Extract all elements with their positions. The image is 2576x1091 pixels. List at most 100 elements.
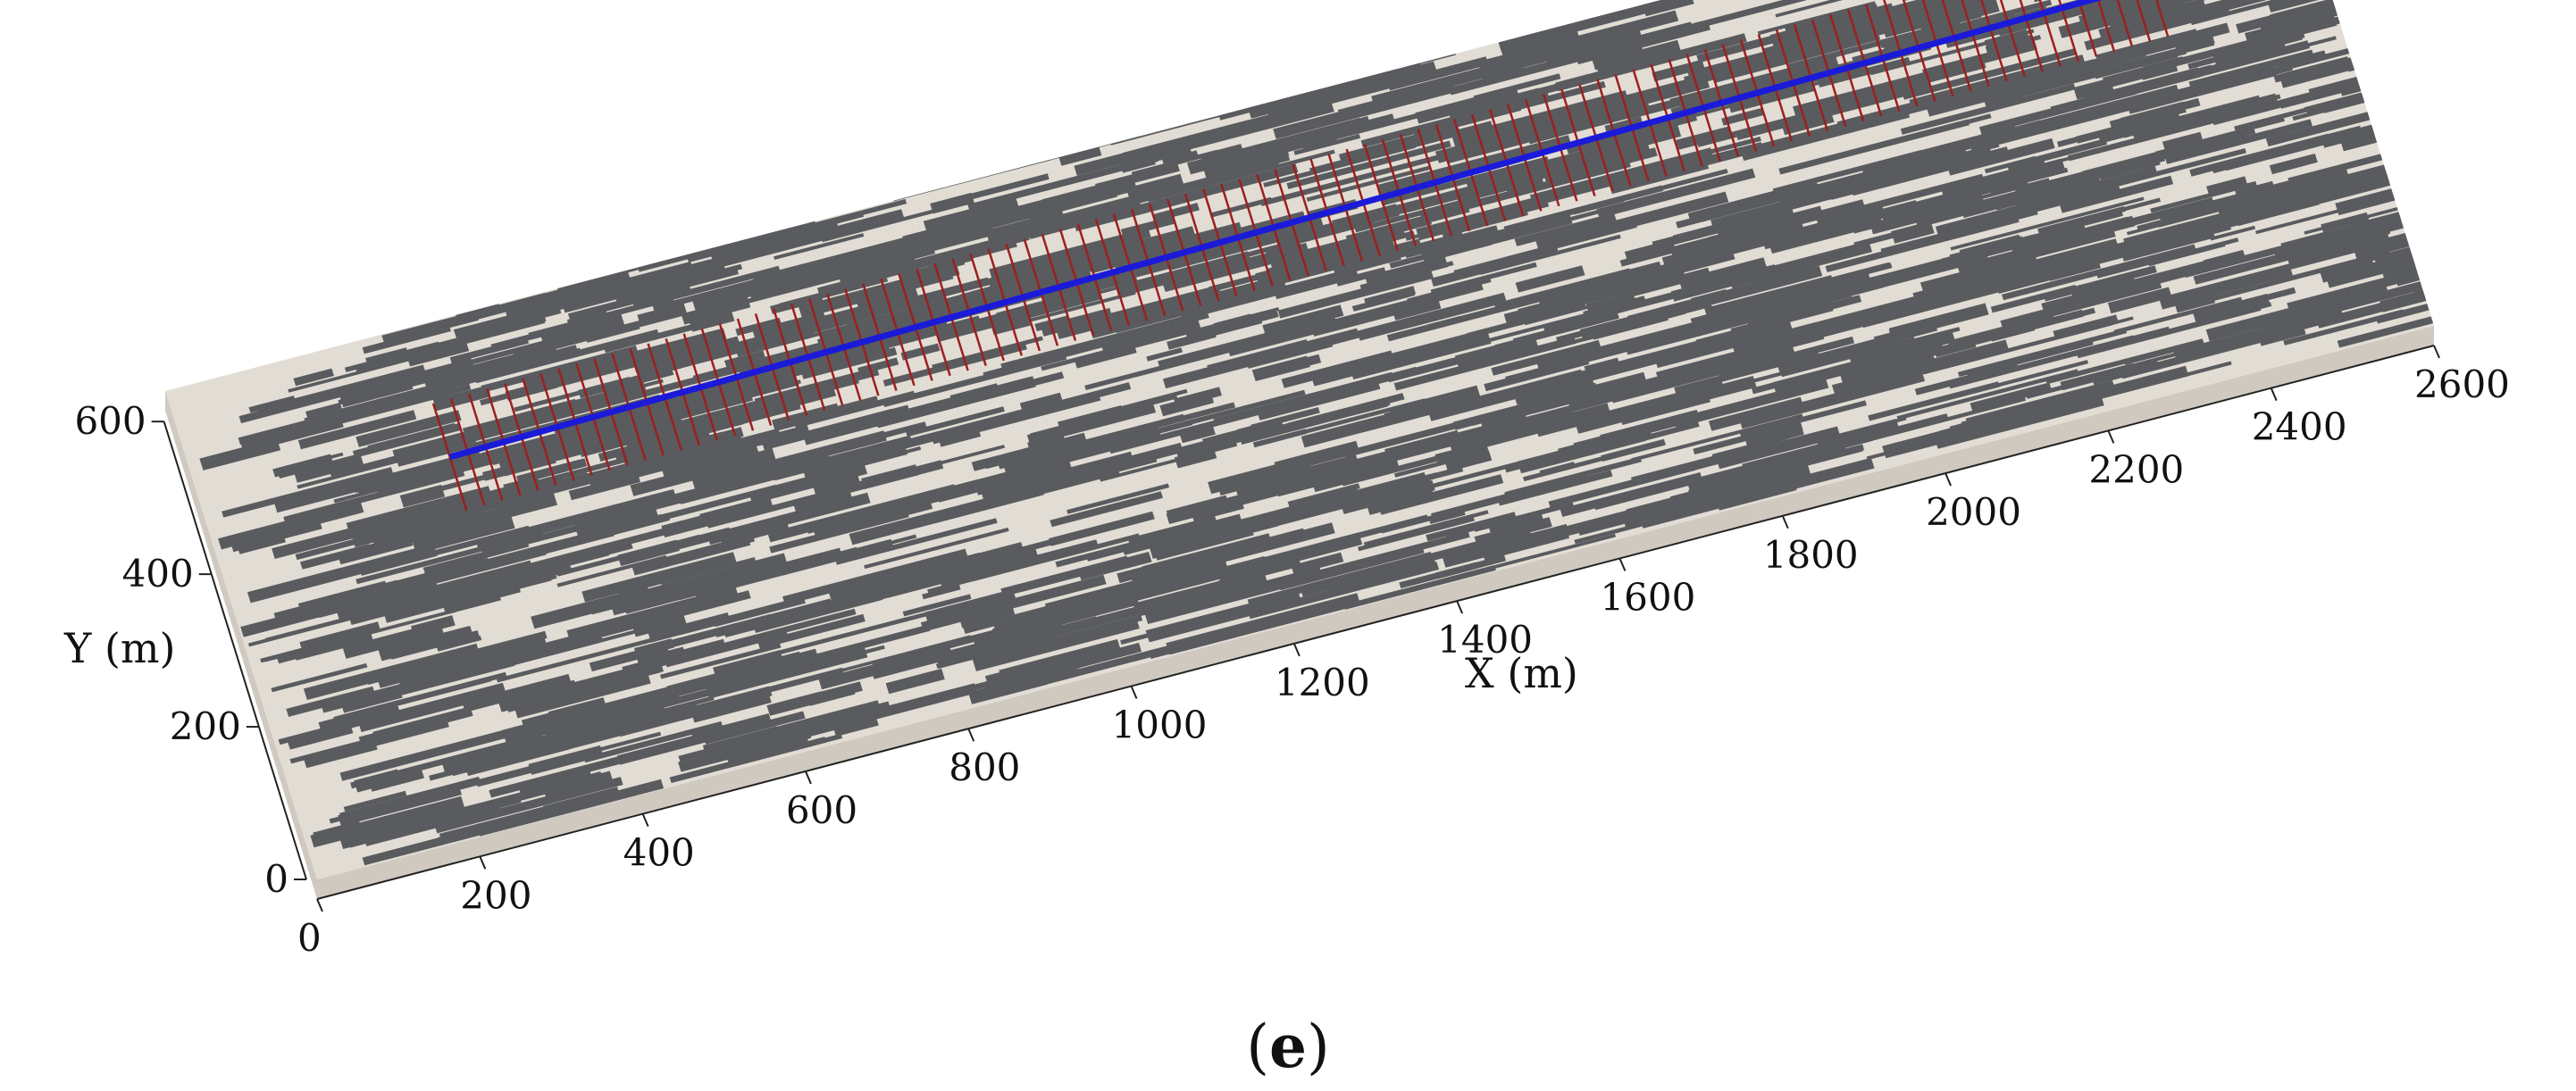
x-tick-label: 1200 xyxy=(1275,661,1370,704)
facies-streak xyxy=(1026,188,1118,221)
facies-streak xyxy=(2337,307,2434,348)
facies-streak xyxy=(346,486,491,530)
facies-streak xyxy=(603,323,695,354)
facies-streak xyxy=(2333,259,2434,312)
facies-streak xyxy=(648,612,731,643)
y-axis: 0 200 400 600 xyxy=(74,399,307,901)
facies-streak xyxy=(474,329,659,384)
facies-streak xyxy=(2104,110,2180,137)
facies-streak xyxy=(293,453,364,483)
facies-streak xyxy=(986,194,1142,246)
facies-streak xyxy=(1162,328,1360,389)
facies-streak xyxy=(757,424,810,446)
facies-streak xyxy=(1652,59,1705,82)
fracture-plane xyxy=(2096,0,2116,53)
y-tick-label: 400 xyxy=(122,552,194,595)
facies-streak xyxy=(1955,161,2062,197)
facies-streak xyxy=(1683,136,1761,162)
y-axis-title: Y (m) xyxy=(63,624,176,672)
facies-streak xyxy=(1721,107,1764,126)
facies-streak xyxy=(343,790,407,812)
facies-streak xyxy=(1642,0,1694,17)
facies-streak xyxy=(287,724,354,750)
facies-streak xyxy=(661,498,770,537)
facies-streak xyxy=(2162,131,2204,152)
facies-streak xyxy=(1050,491,1163,528)
facies-streak xyxy=(1501,322,1641,362)
facies-streak xyxy=(310,795,465,848)
facies-streak xyxy=(910,217,993,250)
facies-streak xyxy=(585,322,640,343)
y-axis-line xyxy=(163,421,307,880)
facies-streak xyxy=(521,709,565,729)
facies-streak xyxy=(461,449,515,469)
facies-streak xyxy=(2210,225,2256,241)
facies-streak xyxy=(972,616,1140,671)
facies-streak xyxy=(1840,352,1935,383)
facies-streak xyxy=(2277,50,2327,71)
facies-streak xyxy=(1055,539,1142,568)
slab-left-face xyxy=(165,391,317,899)
facies-streak xyxy=(1363,510,1489,546)
facies-streak xyxy=(1180,426,1216,444)
facies-streak xyxy=(713,595,806,628)
facies-streak xyxy=(1335,267,1386,287)
facies-streak xyxy=(2059,175,2174,213)
facies-streak xyxy=(1260,154,1443,206)
facies-streak xyxy=(539,312,625,346)
slab-front-face xyxy=(317,326,2434,899)
facies-streak xyxy=(1946,137,2055,176)
facies-streak xyxy=(1066,483,1170,514)
facies-streak xyxy=(652,263,817,312)
facies-streak xyxy=(374,549,547,600)
facies-streak xyxy=(222,467,393,518)
facies-streak xyxy=(665,629,789,668)
facies-streak xyxy=(411,615,456,637)
facies-streak xyxy=(344,357,387,372)
facies-streak xyxy=(514,675,651,719)
facies-streak xyxy=(616,576,666,595)
facies-streak xyxy=(722,598,834,637)
facies-streak xyxy=(570,433,743,488)
x-tick-mark xyxy=(2107,429,2115,444)
facies-streak xyxy=(807,253,849,270)
facies-streak xyxy=(1342,421,1460,458)
facies-streak xyxy=(414,525,531,561)
facies-streak xyxy=(1466,150,1595,196)
facies-streak xyxy=(623,564,772,614)
facies-streak xyxy=(2268,0,2381,12)
facies-streak xyxy=(2120,331,2281,379)
facies-streak xyxy=(1853,195,1980,234)
facies-streak xyxy=(199,438,281,471)
facies-streak xyxy=(1517,429,1646,474)
facies-streak xyxy=(1055,285,1222,339)
facies-streak xyxy=(352,503,485,547)
facies-streak xyxy=(1380,156,1550,206)
facies-streak xyxy=(1868,381,2000,421)
facies-streak xyxy=(2174,293,2216,313)
facies-streak xyxy=(1929,113,1992,134)
facies-streak xyxy=(357,682,506,732)
facies-streak xyxy=(1003,426,1162,479)
facies-streak xyxy=(1639,473,1810,529)
facies-streak xyxy=(2008,238,2119,276)
facies-streak xyxy=(1203,148,1291,182)
facies-streak xyxy=(1274,269,1359,300)
facies-streak xyxy=(1431,246,1560,287)
facies-streak xyxy=(1727,81,1816,113)
facies-streak xyxy=(1815,173,1985,224)
facies-streak xyxy=(948,173,1050,205)
facies-streak xyxy=(829,571,915,603)
facies-streak xyxy=(1769,213,1884,254)
facies-streak xyxy=(1256,354,1322,379)
x-tick-mark xyxy=(641,813,649,828)
facies-streak xyxy=(975,466,1056,496)
facies-streak xyxy=(2124,346,2183,365)
facies-streak xyxy=(1620,267,1711,299)
facies-streak xyxy=(397,421,556,467)
facies-streak xyxy=(429,742,559,781)
facies-streak xyxy=(630,447,776,496)
facies-streak xyxy=(1338,138,1401,164)
facies-streak xyxy=(1389,225,1535,269)
facies-streak xyxy=(937,424,982,447)
